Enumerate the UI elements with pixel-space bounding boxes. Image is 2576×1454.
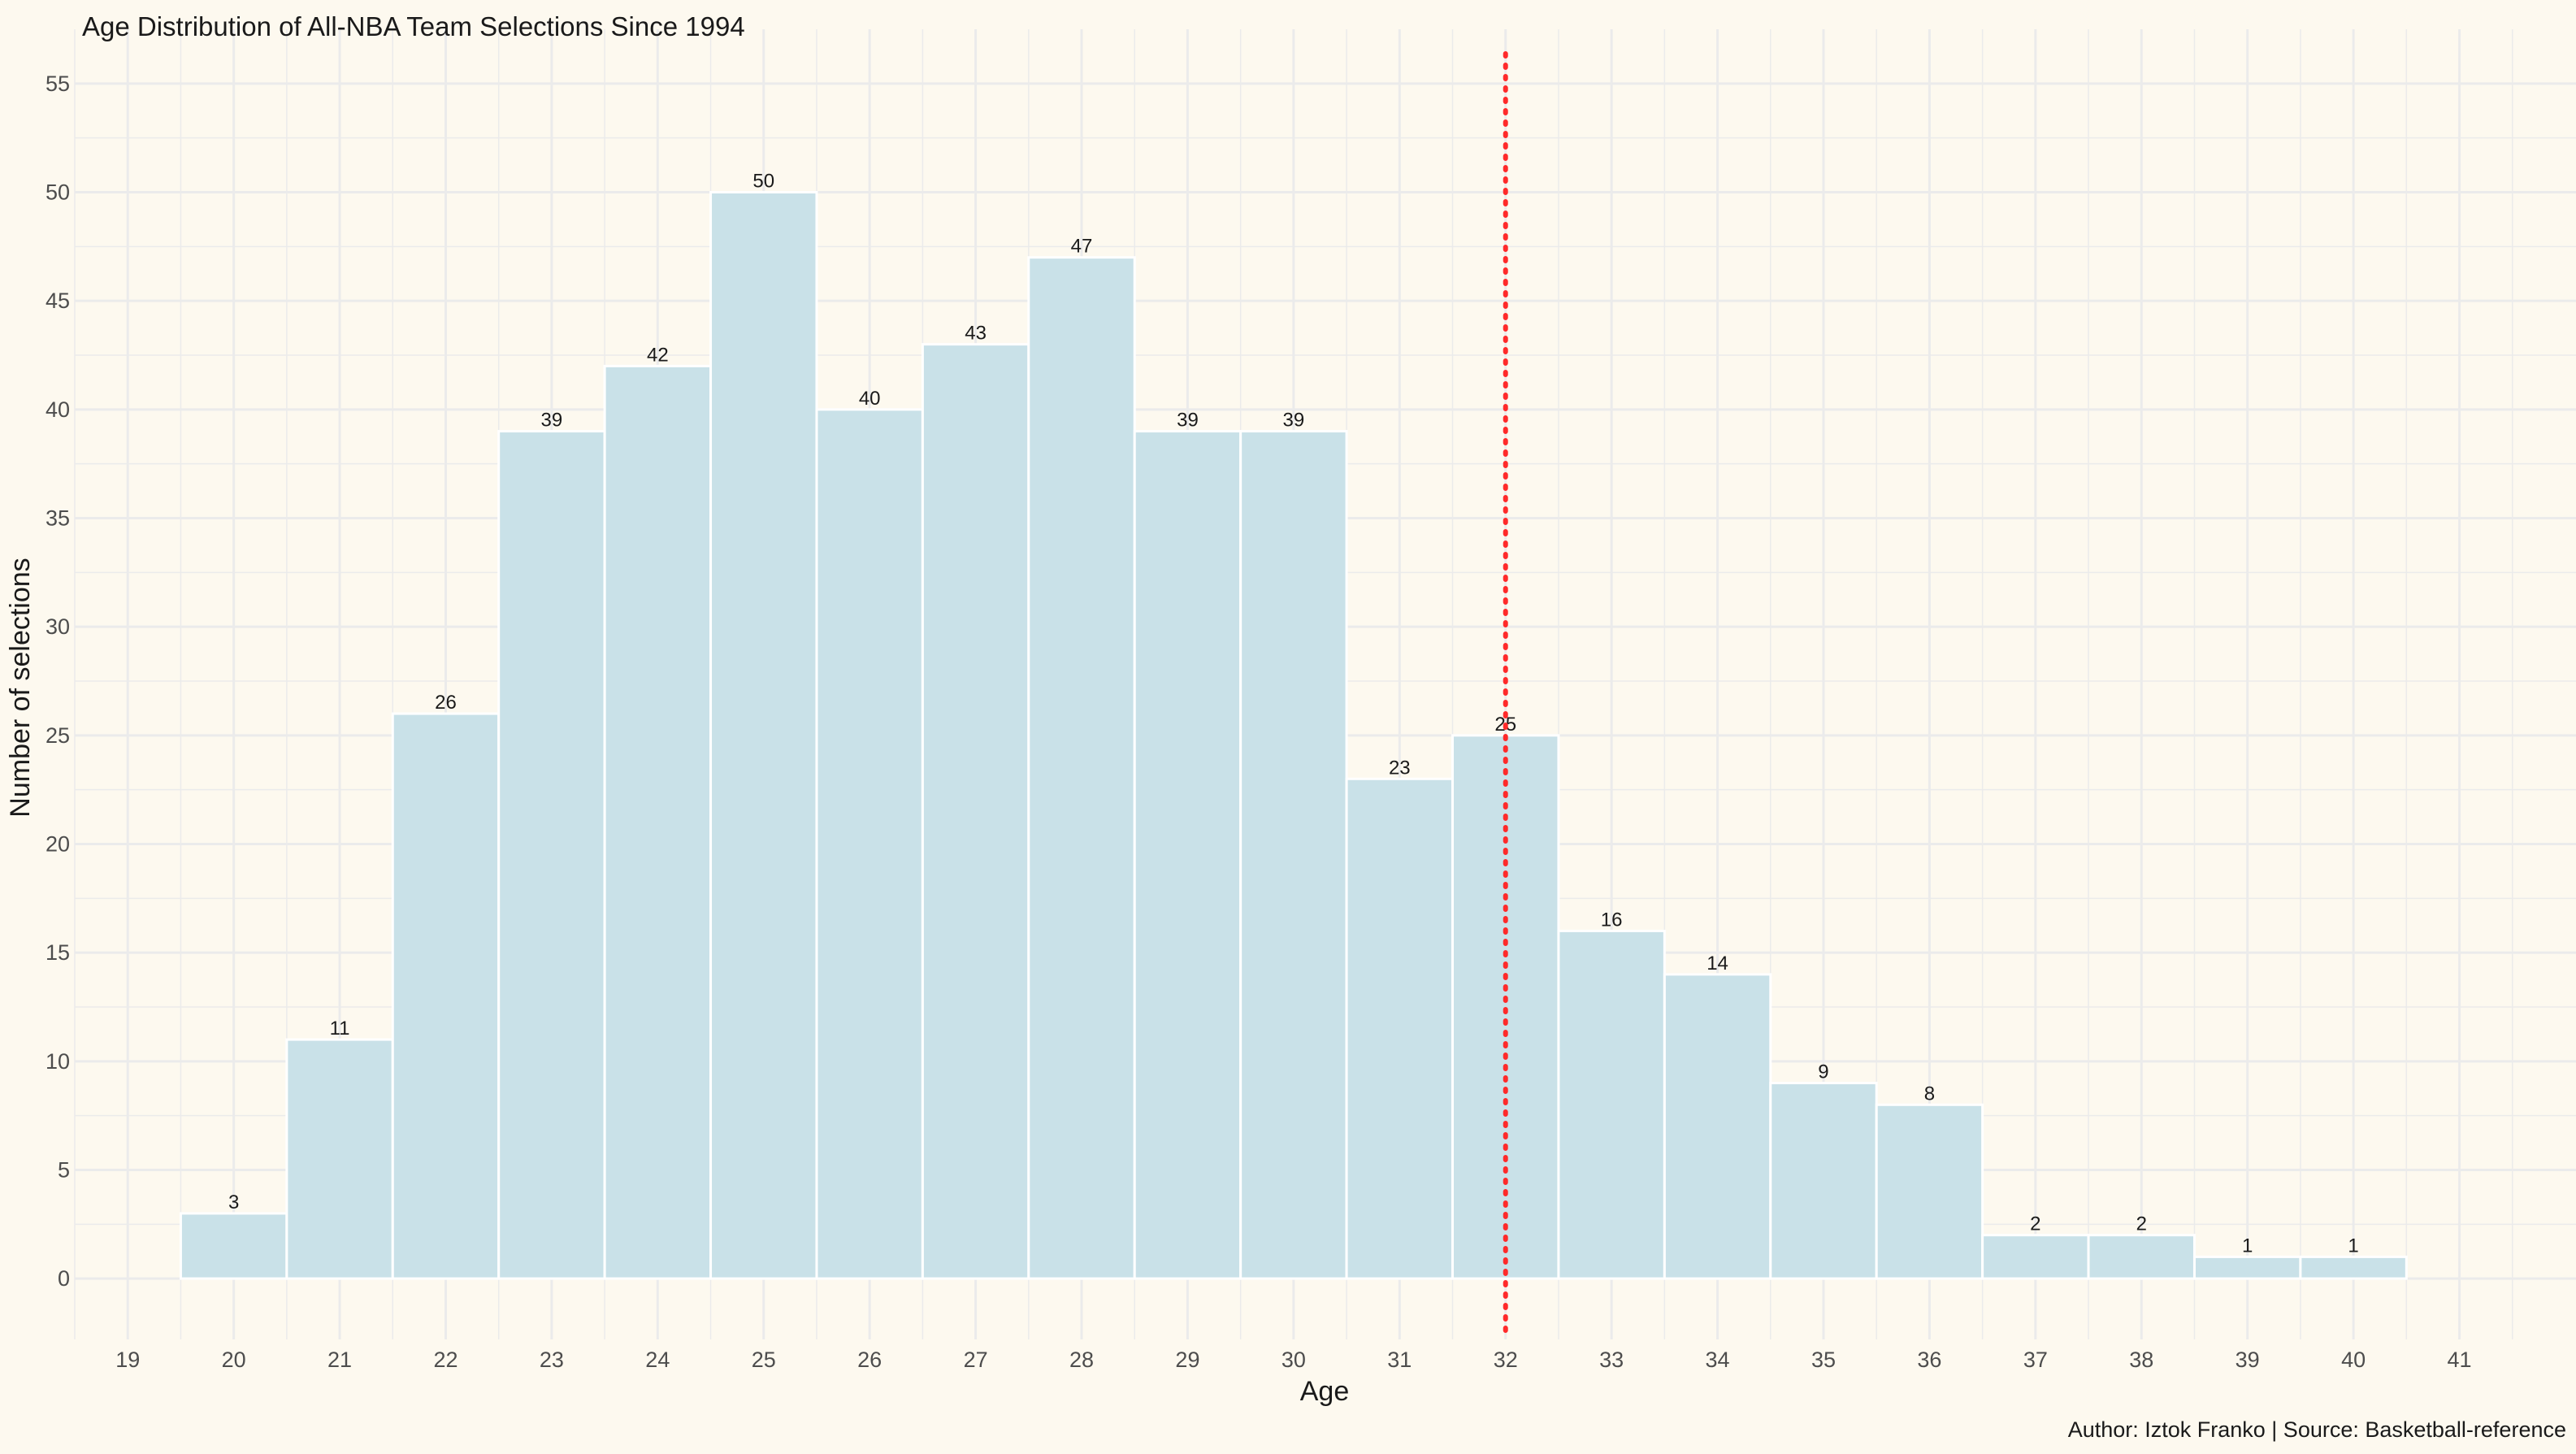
y-tick-label: 45 [46,289,70,313]
bar [1557,929,1666,1280]
x-tick-label: 29 [1175,1348,1199,1372]
bar [497,430,606,1280]
y-tick-label: 10 [46,1049,70,1074]
x-tick-label: 28 [1069,1348,1094,1372]
y-tick-label: 55 [46,72,70,96]
x-tick-label: 27 [964,1348,988,1372]
y-tick-label: 40 [46,397,70,422]
bar [603,364,713,1280]
y-tick-label: 25 [46,723,70,748]
chart-caption: Author: Iztok Franko | Source: Basketbal… [2068,1417,2566,1442]
bar [1875,1103,1984,1280]
data-label: 16 [1601,909,1623,931]
data-label: 8 [1924,1083,1935,1105]
data-label: 42 [647,344,669,366]
bar [1027,256,1136,1280]
x-axis-title: Age [1300,1376,1350,1407]
tick-label-layer: 19 20 21 22 23 24 25 26 27 28 29 30 31 32 33 34 35 36 37 38… [46,72,2472,1372]
x-tick-label: 40 [2341,1348,2366,1372]
bar [179,1212,288,1280]
x-tick-label: 36 [1917,1348,1941,1372]
data-label: 2 [2030,1213,2040,1235]
data-label: 39 [1283,410,1305,432]
y-tick-label: 30 [46,614,70,639]
x-tick-label: 20 [222,1348,246,1372]
data-label: 2 [2136,1213,2147,1235]
x-tick-label: 31 [1387,1348,1412,1372]
bar [921,343,1030,1280]
bar [709,190,818,1280]
x-tick-label: 39 [2236,1348,2260,1372]
data-label: 39 [541,410,563,432]
y-tick-label: 15 [46,940,70,965]
x-tick-label: 24 [645,1348,670,1372]
data-label: 23 [1389,757,1411,779]
chart-title: Age Distribution of All-NBA Team Selecti… [82,11,745,41]
x-tick-label: 34 [1706,1348,1730,1372]
data-label: 1 [2242,1235,2253,1257]
bar [285,1038,394,1280]
bar [2299,1255,2408,1280]
x-tick-label: 22 [433,1348,458,1372]
bar [1769,1082,1878,1280]
y-axis-title: Number of selections [5,558,36,817]
bar [815,408,924,1280]
bar [1345,777,1455,1280]
data-label: 43 [965,323,987,345]
x-tick-label: 19 [115,1348,140,1372]
bar [2192,1255,2302,1280]
y-tick-label: 35 [46,506,70,530]
data-label: 47 [1071,236,1093,258]
x-tick-label: 35 [1811,1348,1836,1372]
data-label: 1 [2348,1235,2358,1257]
x-tick-label: 25 [752,1348,776,1372]
x-tick-label: 23 [540,1348,564,1372]
y-tick-label: 5 [58,1157,70,1182]
bar [1663,973,1772,1280]
data-label: 11 [330,1018,350,1040]
bar [391,712,501,1280]
y-tick-label: 20 [46,831,70,856]
data-label: 3 [228,1191,239,1213]
x-tick-label: 37 [2023,1348,2048,1372]
data-label: 14 [1706,953,1728,974]
x-tick-label: 41 [2448,1348,2472,1372]
data-label: 50 [752,170,774,192]
y-tick-label: 0 [58,1266,70,1291]
data-label: 39 [1177,410,1199,432]
x-tick-label: 21 [327,1348,352,1372]
bar [1133,430,1242,1280]
data-label: 26 [435,692,457,714]
x-tick-label: 26 [857,1348,882,1372]
data-label-layer: 31126394250404347393923251614982211 [228,170,2359,1257]
x-tick-label: 33 [1599,1348,1624,1372]
y-tick-label: 50 [46,180,70,204]
x-tick-label: 32 [1494,1348,1518,1372]
bar [1981,1234,2090,1280]
bar [2087,1234,2196,1280]
x-tick-label: 38 [2129,1348,2153,1372]
bar [1239,430,1348,1280]
data-label: 40 [859,388,881,410]
data-label: 9 [1818,1061,1828,1083]
x-tick-label: 30 [1281,1348,1306,1372]
